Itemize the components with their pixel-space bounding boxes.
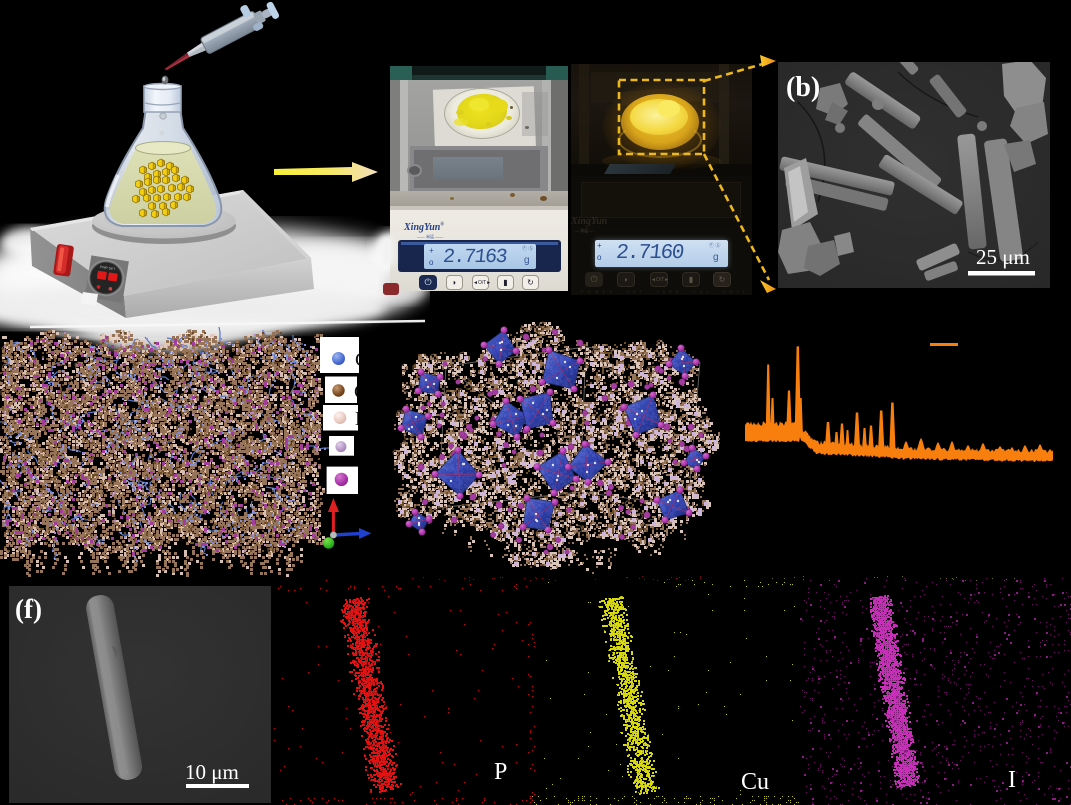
svg-text:I: I [1008, 767, 1016, 793]
svg-text:P: P [494, 759, 507, 785]
svg-text:(b): (b) [786, 72, 820, 103]
svg-text:Cu: Cu [741, 769, 769, 795]
svg-text:PWR SET: PWR SET [100, 265, 116, 271]
svg-text:(f): (f) [15, 594, 42, 624]
svg-text:C: C [355, 349, 368, 371]
svg-text:C: C [354, 381, 367, 403]
svg-text:N: N [355, 408, 369, 430]
svg-text:10 μm: 10 μm [185, 760, 239, 784]
svg-text:25 μm: 25 μm [976, 245, 1030, 269]
